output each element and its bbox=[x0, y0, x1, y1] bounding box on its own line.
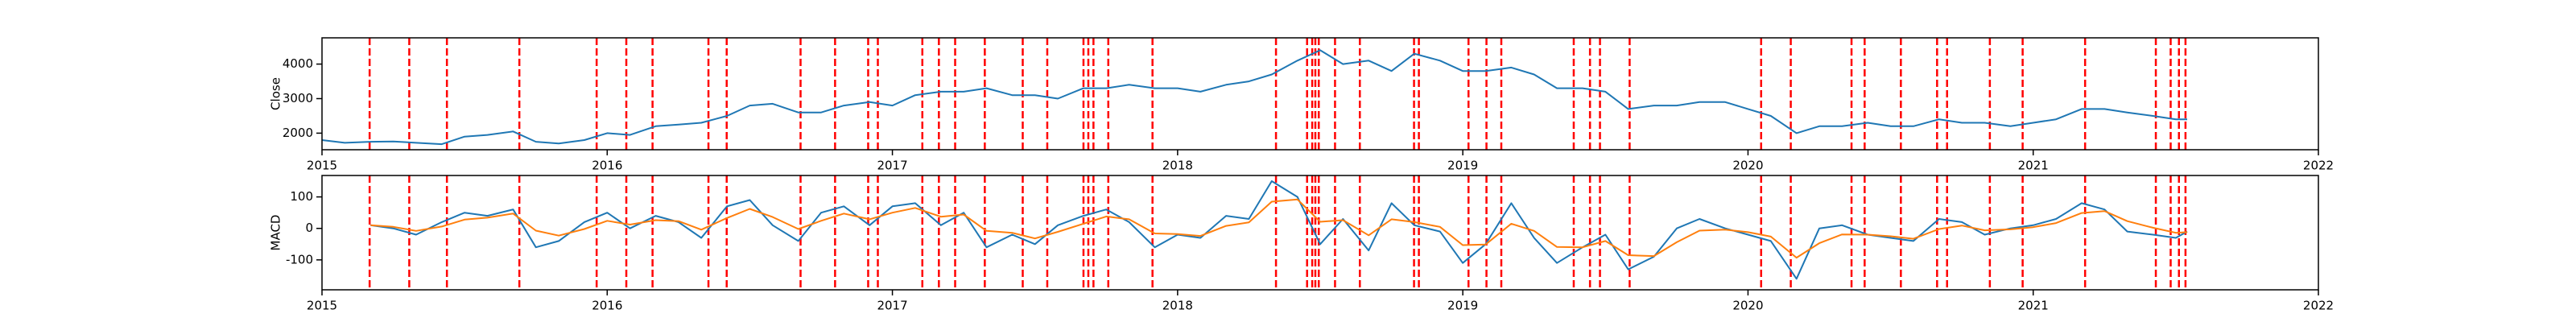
x-tick-label: 2020 bbox=[1732, 159, 1763, 173]
x-tick-label: 2018 bbox=[1162, 299, 1193, 313]
x-tick-label: 2018 bbox=[1162, 159, 1193, 173]
y-tick-label: 2000 bbox=[283, 126, 313, 140]
x-tick-label: 2017 bbox=[877, 159, 907, 173]
x-tick-label: 2021 bbox=[2018, 159, 2049, 173]
series-line bbox=[370, 198, 2188, 259]
x-tick-label: 2019 bbox=[1447, 299, 1478, 313]
y-tick-label: 4000 bbox=[283, 56, 313, 71]
x-tick-label: 2021 bbox=[2018, 299, 2049, 313]
y-tick-label: 0 bbox=[305, 221, 313, 235]
axes-frame bbox=[321, 37, 2319, 151]
x-tick-label: 2022 bbox=[2303, 299, 2334, 313]
series-line bbox=[370, 180, 2188, 280]
y-axis-label: Close bbox=[269, 77, 283, 110]
axes-frame bbox=[321, 175, 2319, 291]
x-tick-label: 2022 bbox=[2303, 159, 2334, 173]
x-tick-label: 2016 bbox=[592, 299, 622, 313]
x-tick-label: 2016 bbox=[592, 159, 622, 173]
y-tick-label: -100 bbox=[286, 252, 313, 266]
x-tick-label: 2017 bbox=[877, 299, 907, 313]
series-line bbox=[321, 49, 2187, 146]
x-tick-label: 2015 bbox=[307, 299, 337, 313]
y-tick-label: 100 bbox=[290, 189, 313, 204]
y-axis-label: MACD bbox=[269, 215, 283, 251]
x-tick-label: 2015 bbox=[307, 159, 337, 173]
x-tick-label: 2019 bbox=[1447, 159, 1478, 173]
y-tick-label: 3000 bbox=[283, 91, 313, 105]
x-tick-label: 2020 bbox=[1732, 299, 1763, 313]
